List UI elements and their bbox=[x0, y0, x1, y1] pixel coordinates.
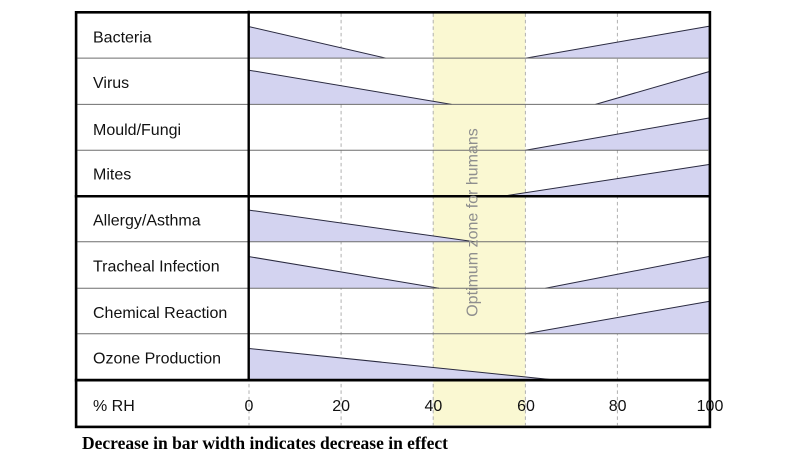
svg-text:% RH: % RH bbox=[93, 398, 135, 415]
svg-text:Optimum zone for humans: Optimum zone for humans bbox=[465, 128, 482, 317]
svg-text:Ozone Production: Ozone Production bbox=[93, 351, 221, 368]
svg-text:Mites: Mites bbox=[93, 166, 131, 183]
svg-text:40: 40 bbox=[425, 398, 443, 415]
svg-text:20: 20 bbox=[332, 398, 350, 415]
svg-text:80: 80 bbox=[609, 398, 627, 415]
svg-text:100: 100 bbox=[697, 398, 724, 415]
svg-text:Virus: Virus bbox=[93, 75, 129, 92]
svg-text:Allergy/Asthma: Allergy/Asthma bbox=[93, 213, 201, 230]
svg-text:Mould/Fungi: Mould/Fungi bbox=[93, 122, 181, 139]
svg-text:0: 0 bbox=[245, 398, 254, 415]
svg-text:Decrease in bar width indicate: Decrease in bar width indicates decrease… bbox=[82, 433, 448, 453]
svg-text:Tracheal Infection: Tracheal Infection bbox=[93, 258, 220, 275]
svg-text:60: 60 bbox=[517, 398, 535, 415]
svg-text:Bacteria: Bacteria bbox=[93, 29, 152, 46]
svg-text:Chemical Reaction: Chemical Reaction bbox=[93, 305, 227, 322]
